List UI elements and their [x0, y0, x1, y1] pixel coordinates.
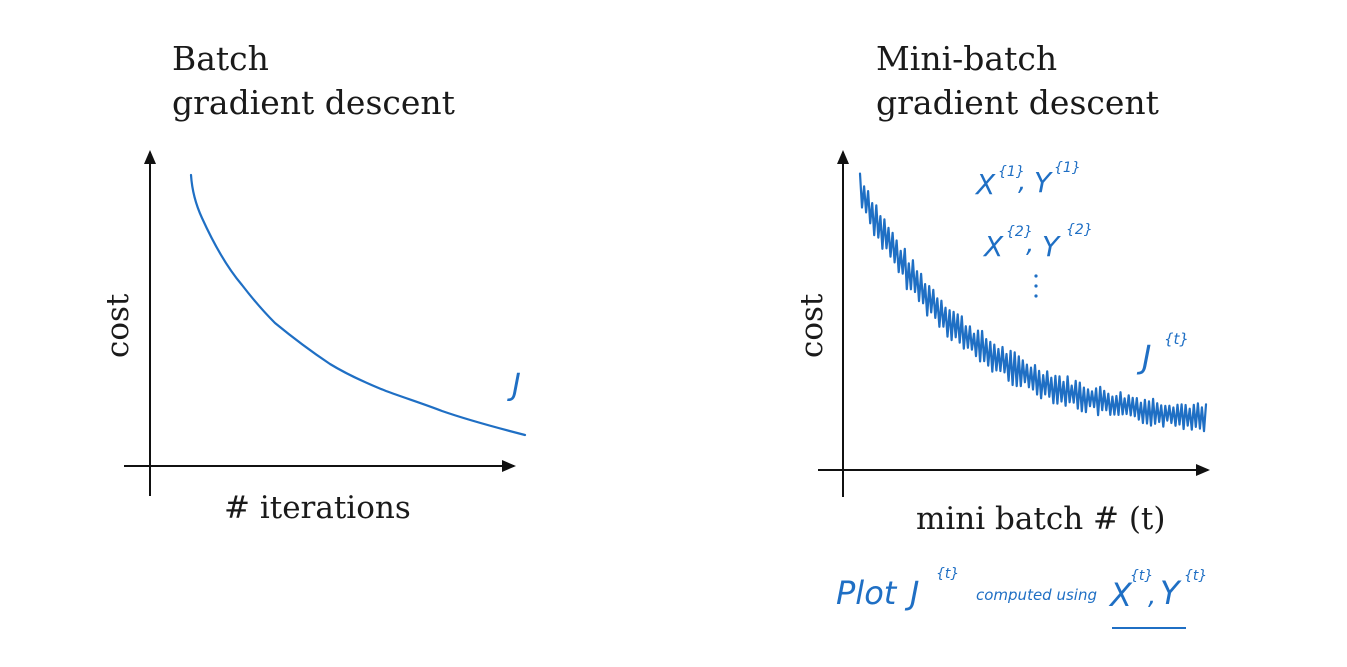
note2-comma: ,	[1026, 229, 1034, 259]
minibatch-j-sup: {t}	[1164, 330, 1189, 348]
note1-y: Y	[1034, 166, 1053, 199]
note2-y: Y	[1042, 230, 1061, 263]
footnote-y: Y	[1160, 574, 1182, 612]
batch-curve-label: J	[507, 368, 521, 403]
minibatch-y-label: cost	[794, 293, 830, 358]
minibatch-j: J	[1136, 338, 1151, 376]
batch-title-line2: gradient descent	[172, 83, 455, 122]
note1-x-sup: {1}	[998, 164, 1025, 180]
batch-y-label: cost	[100, 293, 136, 358]
footnote-comma: ,	[1148, 581, 1156, 611]
note2-x: X	[982, 230, 1004, 263]
footnote-j-sup: {t}	[936, 566, 959, 582]
footnote-x-sup: {t}	[1130, 568, 1153, 584]
footnote-computed-using: computed using	[976, 586, 1097, 604]
minibatch-gd-panel: Mini-batch gradient descent cost mini ba…	[794, 39, 1210, 629]
minibatch-title-line2: gradient descent	[876, 83, 1159, 122]
batch-cost-curve	[189, 173, 527, 437]
batch-title-line1: Batch	[172, 39, 269, 78]
batch-x-label: # iterations	[224, 490, 411, 526]
footnote-plot: Plot	[836, 574, 898, 612]
footnote-x: X	[1108, 576, 1133, 614]
note1-comma: ,	[1018, 167, 1026, 197]
minibatch-x-label: mini batch # (t)	[916, 501, 1165, 537]
minibatch-curve-label: J {t}	[1136, 330, 1189, 376]
note1-y-sup: {1}	[1054, 160, 1081, 176]
footnote-j: J	[904, 574, 919, 612]
minibatch-1-note: X {1} , Y {1}	[974, 160, 1081, 201]
minibatch-ellipsis	[1034, 274, 1038, 298]
minibatch-title-line1: Mini-batch	[876, 39, 1057, 78]
footnote-y-sup: {t}	[1184, 568, 1207, 584]
note1-x: X	[974, 168, 996, 201]
minibatch-footnote: Plot J {t} computed using X {t} , Y {t}	[836, 566, 1207, 629]
batch-gd-panel: Batch gradient descent cost # iterations…	[100, 39, 527, 526]
minibatch-2-note: X {2} , Y {2}	[982, 222, 1093, 263]
minibatch-cost-curve	[858, 172, 1208, 433]
note2-x-sup: {2}	[1006, 224, 1033, 240]
note2-y-sup: {2}	[1066, 222, 1093, 238]
